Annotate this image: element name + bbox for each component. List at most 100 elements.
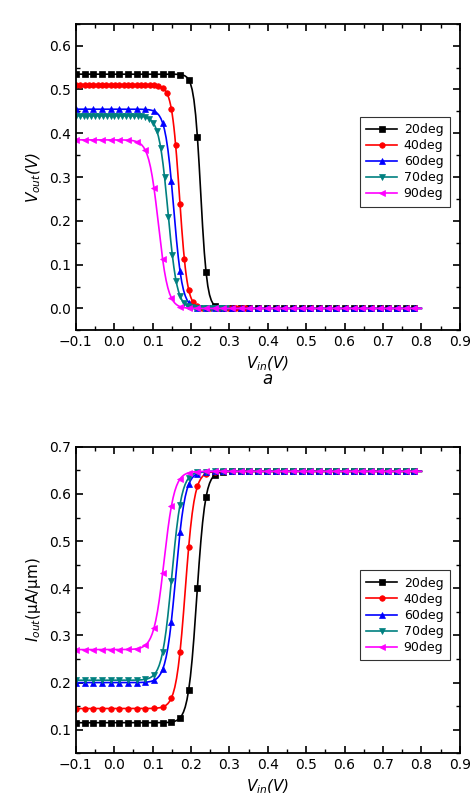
70deg: [101, 111, 107, 121]
60deg: [401, 304, 407, 313]
40deg: [83, 80, 89, 90]
90deg: [391, 466, 396, 476]
20deg: [94, 718, 100, 727]
60deg: [403, 466, 409, 476]
60deg: [419, 304, 424, 313]
40deg: [137, 703, 143, 713]
Legend: 20deg, 40deg, 60deg, 70deg, 90deg: 20deg, 40deg, 60deg, 70deg, 90deg: [360, 117, 450, 207]
70deg: [213, 304, 219, 313]
Line: 90deg: 90deg: [73, 136, 425, 312]
Legend: 20deg, 40deg, 60deg, 70deg, 90deg: 20deg, 40deg, 60deg, 70deg, 90deg: [360, 570, 450, 661]
90deg: [137, 643, 143, 653]
60deg: [94, 105, 100, 114]
40deg: [80, 80, 86, 90]
20deg: [94, 70, 100, 79]
70deg: [137, 675, 143, 684]
60deg: [137, 105, 143, 114]
Line: 60deg: 60deg: [73, 468, 425, 686]
70deg: [227, 304, 232, 313]
90deg: [419, 304, 424, 313]
40deg: [237, 304, 243, 313]
20deg: [419, 466, 424, 476]
40deg: [165, 699, 171, 708]
40deg: [87, 704, 92, 714]
90deg: [137, 139, 143, 148]
40deg: [119, 80, 125, 90]
60deg: [94, 678, 100, 688]
70deg: [114, 111, 119, 121]
90deg: [351, 466, 356, 476]
60deg: [73, 105, 79, 114]
20deg: [403, 466, 409, 476]
90deg: [389, 304, 395, 313]
70deg: [87, 676, 92, 685]
60deg: [137, 678, 143, 688]
40deg: [73, 80, 79, 90]
70deg: [165, 611, 171, 620]
40deg: [94, 704, 100, 714]
Line: 70deg: 70deg: [73, 468, 425, 684]
60deg: [87, 678, 92, 688]
70deg: [79, 111, 85, 121]
40deg: [403, 466, 409, 476]
70deg: [419, 466, 424, 476]
90deg: [165, 525, 171, 534]
60deg: [389, 304, 395, 313]
70deg: [94, 676, 100, 685]
40deg: [105, 80, 111, 90]
20deg: [165, 718, 171, 727]
90deg: [403, 466, 409, 476]
70deg: [73, 111, 79, 121]
20deg: [419, 304, 424, 313]
Y-axis label: $V_{out}$(V): $V_{out}$(V): [25, 151, 44, 203]
70deg: [403, 466, 409, 476]
Line: 90deg: 90deg: [73, 468, 425, 653]
40deg: [231, 304, 237, 313]
40deg: [73, 704, 79, 714]
70deg: [391, 466, 396, 476]
90deg: [401, 304, 407, 313]
70deg: [351, 466, 356, 476]
20deg: [389, 304, 395, 313]
60deg: [165, 144, 171, 154]
90deg: [87, 135, 92, 144]
Line: 20deg: 20deg: [73, 469, 424, 726]
90deg: [94, 645, 100, 654]
20deg: [165, 70, 171, 79]
90deg: [87, 645, 92, 654]
90deg: [94, 135, 100, 144]
20deg: [401, 304, 407, 313]
70deg: [73, 676, 79, 685]
20deg: [391, 466, 396, 476]
Line: 40deg: 40deg: [73, 469, 424, 711]
20deg: [73, 718, 79, 727]
40deg: [349, 466, 355, 476]
70deg: [219, 304, 225, 313]
20deg: [73, 70, 79, 79]
20deg: [87, 70, 92, 79]
Line: 60deg: 60deg: [73, 105, 425, 312]
20deg: [351, 466, 356, 476]
Y-axis label: $I_{out}$(μA/μm): $I_{out}$(μA/μm): [25, 557, 44, 642]
90deg: [165, 283, 171, 293]
X-axis label: $V_{in}$(V): $V_{in}$(V): [246, 354, 290, 374]
Text: a: a: [263, 370, 273, 389]
Line: 40deg: 40deg: [73, 82, 251, 311]
60deg: [73, 678, 79, 688]
40deg: [419, 466, 424, 476]
60deg: [419, 466, 424, 476]
60deg: [391, 466, 396, 476]
Line: 20deg: 20deg: [73, 71, 424, 311]
90deg: [73, 645, 79, 654]
60deg: [87, 105, 92, 114]
20deg: [87, 718, 92, 727]
60deg: [165, 643, 171, 653]
40deg: [391, 466, 396, 476]
90deg: [73, 135, 79, 144]
60deg: [351, 466, 356, 476]
20deg: [137, 70, 143, 79]
90deg: [419, 466, 424, 476]
40deg: [246, 304, 251, 313]
20deg: [137, 718, 143, 727]
Line: 70deg: 70deg: [73, 113, 233, 312]
